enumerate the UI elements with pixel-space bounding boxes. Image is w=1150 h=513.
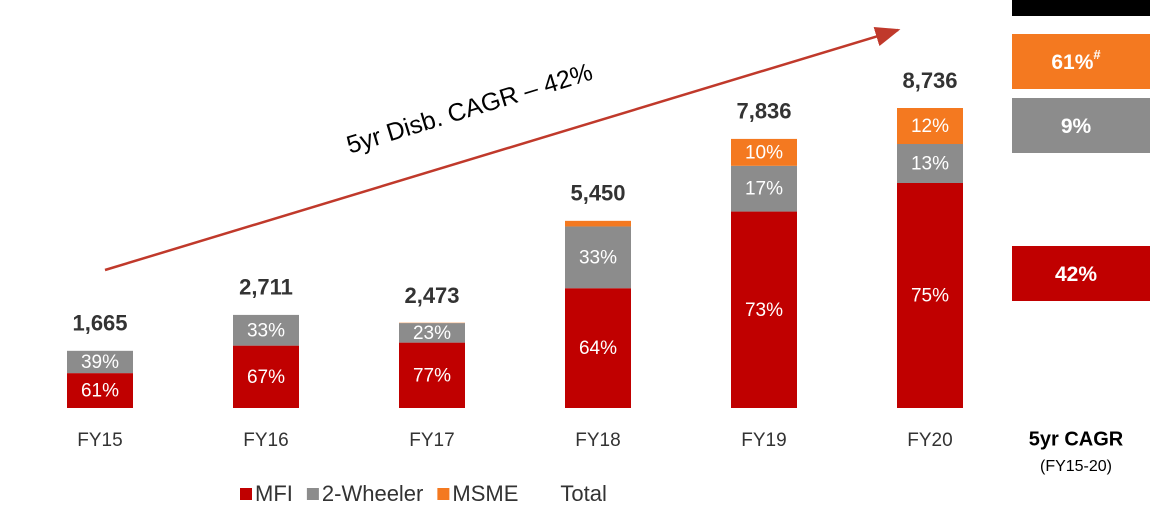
x-tick-label: FY15 bbox=[77, 430, 122, 451]
cagr-value: 42% bbox=[1055, 263, 1097, 286]
bar-segment bbox=[67, 350, 133, 374]
legend-swatch bbox=[240, 488, 252, 500]
data-label: 61% bbox=[81, 381, 119, 402]
annotation: 5yr Disb. CAGR – 42% bbox=[343, 58, 596, 160]
cagr-box bbox=[1012, 98, 1150, 153]
legend-swatch bbox=[306, 488, 319, 500]
x-tick-label: FY17 bbox=[409, 430, 454, 451]
data-label: 39% bbox=[81, 352, 119, 373]
bar-segment bbox=[731, 165, 797, 212]
cagr-label: 42% bbox=[1055, 263, 1097, 286]
header-box bbox=[1012, 0, 1150, 16]
bar-segment bbox=[233, 314, 299, 346]
data-label: 10% bbox=[745, 142, 783, 163]
data-label: 13% bbox=[911, 154, 949, 175]
total-label: 5,450 bbox=[570, 181, 625, 206]
cagr-label: 9% bbox=[1061, 115, 1092, 138]
cagr-box bbox=[1012, 34, 1150, 89]
data-label: 64% bbox=[579, 338, 617, 359]
cagr-label: 61% bbox=[1051, 51, 1093, 74]
data-label: 17% bbox=[745, 179, 783, 200]
legend-label: Total bbox=[560, 481, 606, 506]
cagr-period: (FY15-20) bbox=[1040, 458, 1112, 475]
bar-segment bbox=[731, 211, 797, 408]
bar-segment bbox=[565, 220, 631, 227]
cagr-title: 5yr CAGR bbox=[1029, 428, 1124, 450]
bar-segment bbox=[897, 144, 963, 183]
data-label: 33% bbox=[579, 247, 617, 268]
data-label: 12% bbox=[911, 116, 949, 137]
legend-label: MFI bbox=[255, 481, 293, 506]
bar-segment bbox=[67, 373, 133, 408]
bar-segment bbox=[565, 288, 631, 408]
cagr-value: 9% bbox=[1061, 115, 1092, 138]
bar-segment bbox=[897, 183, 963, 408]
total-label: 7,836 bbox=[736, 99, 791, 124]
bar-segment bbox=[731, 138, 797, 166]
data-label: 77% bbox=[413, 365, 451, 386]
x-tick-label: FY19 bbox=[741, 430, 786, 451]
cagr-box bbox=[1012, 246, 1150, 301]
data-label: 75% bbox=[911, 286, 949, 307]
trend-arrow bbox=[104, 26, 901, 272]
cagr-value: 61%# bbox=[1051, 47, 1101, 73]
data-label: 67% bbox=[247, 367, 285, 388]
bar-segment bbox=[399, 342, 465, 408]
bar-segment bbox=[565, 226, 631, 289]
x-tick-label: FY18 bbox=[575, 430, 620, 451]
total-label: 8,736 bbox=[902, 68, 957, 93]
cagr-note: # bbox=[1093, 47, 1101, 62]
data-label: 73% bbox=[745, 300, 783, 321]
legend-label: 2-Wheeler bbox=[322, 481, 423, 506]
x-tick-label: FY16 bbox=[243, 430, 288, 451]
legend-swatch bbox=[437, 488, 450, 500]
data-label: 33% bbox=[247, 320, 285, 341]
legend-label: MSME bbox=[452, 481, 518, 506]
total-label: 2,711 bbox=[239, 275, 293, 300]
bar-segment bbox=[897, 108, 963, 144]
x-tick-label: FY20 bbox=[907, 430, 952, 451]
bar-segment bbox=[399, 323, 465, 343]
total-label: 1,665 bbox=[72, 311, 127, 336]
bar-segment bbox=[233, 345, 299, 408]
total-label: 2,473 bbox=[404, 283, 459, 308]
data-label: 23% bbox=[413, 323, 451, 344]
